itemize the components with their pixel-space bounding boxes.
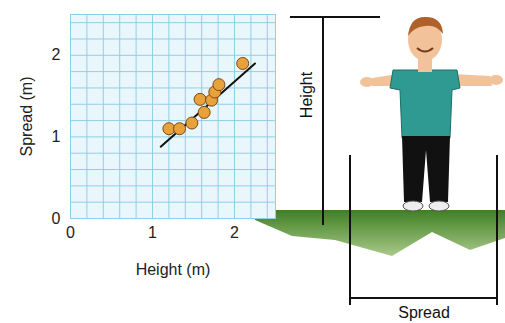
- svg-text:2: 2: [230, 224, 239, 241]
- svg-text:Spread (m): Spread (m): [18, 76, 35, 156]
- svg-text:Spread: Spread: [398, 304, 450, 321]
- svg-text:Height: Height: [298, 71, 315, 118]
- svg-text:0: 0: [66, 224, 75, 241]
- svg-text:1: 1: [52, 128, 61, 145]
- svg-text:1: 1: [148, 224, 157, 241]
- svg-text:0: 0: [52, 210, 61, 227]
- svg-text:Height (m): Height (m): [136, 261, 211, 278]
- svg-text:2: 2: [52, 46, 61, 63]
